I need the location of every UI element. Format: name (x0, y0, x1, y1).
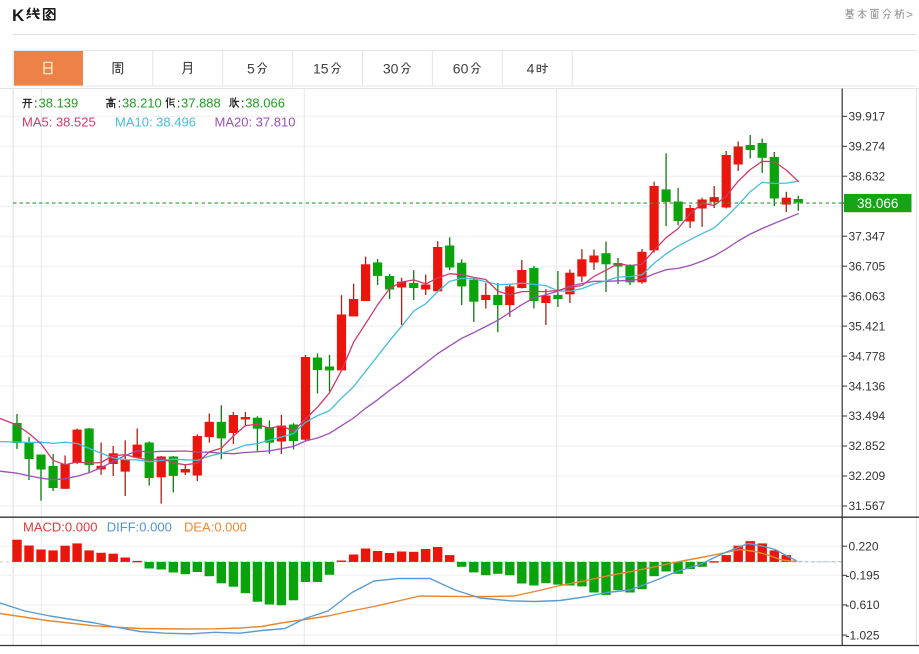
svg-text:MA5: 38.525: MA5: 38.525 (22, 115, 96, 130)
svg-text:MA10: 38.496: MA10: 38.496 (115, 115, 196, 130)
svg-text:0.220: 0.220 (849, 539, 879, 553)
svg-text:36.705: 36.705 (849, 259, 886, 273)
svg-text:-0.610: -0.610 (846, 598, 880, 612)
svg-text:60: 60 (453, 61, 469, 77)
svg-text:34.778: 34.778 (849, 349, 886, 363)
svg-text:DEA:0.000: DEA:0.000 (184, 520, 247, 535)
svg-text:32.852: 32.852 (849, 439, 886, 453)
svg-text:39.274: 39.274 (849, 140, 886, 154)
svg-text:33.494: 33.494 (849, 409, 886, 423)
svg-text:38.066: 38.066 (245, 96, 285, 111)
svg-text:36.063: 36.063 (849, 289, 886, 303)
svg-text:MACD:0.000: MACD:0.000 (23, 520, 97, 535)
svg-text:DIFF:0.000: DIFF:0.000 (107, 520, 172, 535)
svg-text:38.210: 38.210 (122, 96, 162, 111)
svg-text:34.136: 34.136 (849, 379, 886, 393)
svg-text:>: > (906, 8, 913, 22)
svg-text:31.567: 31.567 (849, 499, 886, 513)
svg-text::: : (177, 96, 181, 111)
svg-text::: : (118, 96, 122, 111)
svg-text:32.209: 32.209 (849, 469, 886, 483)
svg-text:15: 15 (313, 61, 329, 77)
svg-text:37.347: 37.347 (849, 229, 886, 243)
svg-text:4: 4 (527, 61, 535, 77)
svg-text:5: 5 (247, 61, 255, 77)
svg-text::: : (34, 96, 38, 111)
svg-text:39.917: 39.917 (849, 110, 886, 124)
svg-text::: : (241, 96, 245, 111)
svg-text:-0.195: -0.195 (846, 569, 880, 583)
svg-text:38.632: 38.632 (849, 169, 886, 183)
svg-text:37.888: 37.888 (181, 96, 221, 111)
svg-text:38.139: 38.139 (39, 96, 79, 111)
svg-text:K: K (12, 6, 25, 25)
svg-text:MA20: 37.810: MA20: 37.810 (215, 115, 296, 130)
svg-text:35.421: 35.421 (849, 319, 886, 333)
svg-text:30: 30 (383, 61, 399, 77)
svg-text:-1.025: -1.025 (846, 628, 880, 642)
svg-text:38.066: 38.066 (857, 196, 898, 211)
